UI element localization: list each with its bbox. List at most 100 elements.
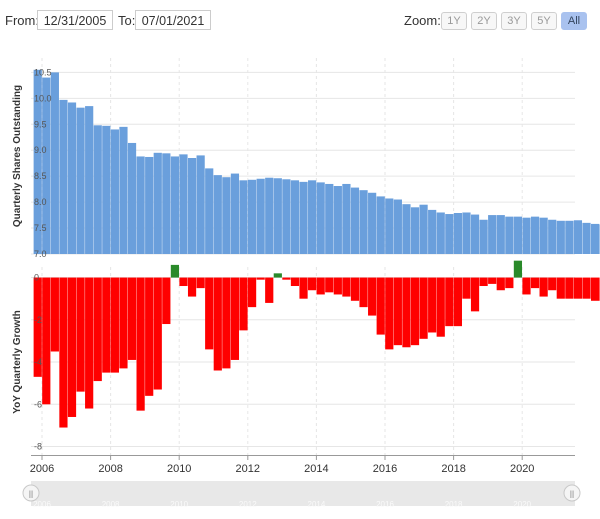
growth-bar: [170, 264, 180, 278]
shares-bar: [316, 182, 325, 254]
shares-bar: [230, 173, 240, 254]
growth-bar: [342, 277, 351, 297]
growth-bar: [247, 277, 257, 308]
shares-bar: [402, 204, 411, 254]
growth-bar: [239, 277, 248, 331]
shares-bar: [453, 213, 462, 254]
navigator-handle-knob: [563, 484, 581, 502]
shares-bar: [565, 220, 574, 254]
shares-bar: [33, 69, 42, 254]
growth-bar: [42, 277, 51, 405]
growth-bar: [93, 277, 102, 382]
shares-bar: [179, 154, 188, 254]
growth-y-tick-label: -4: [34, 357, 42, 367]
growth-bar: [530, 277, 540, 289]
growth-bar: [556, 277, 565, 299]
to-date-input[interactable]: 07/01/2021: [135, 10, 211, 30]
shares-bar: [162, 153, 171, 254]
shares-bar: [325, 183, 334, 254]
shares-y-tick-label: 10.0: [34, 93, 52, 103]
shares-bar: [93, 125, 102, 254]
x-tick-label: 2008: [98, 463, 122, 475]
growth-bar: [565, 277, 574, 299]
navigator[interactable]: 2006 2008 2010 2012 2014 2016 2018 2020 || ||: [22, 481, 581, 509]
growth-bars: [33, 260, 600, 428]
shares-bar: [187, 158, 197, 254]
shares-bar: [205, 168, 214, 254]
growth-bar: [256, 277, 265, 280]
shares-y-tick-label: 9.5: [34, 119, 47, 129]
from-date-input[interactable]: 12/31/2005: [37, 10, 113, 30]
growth-bar: [350, 277, 360, 301]
shares-bar: [350, 187, 360, 254]
growth-bar: [436, 277, 445, 337]
from-label: From:: [5, 13, 39, 28]
shares-y-axis-title: Quarterly Shares Outstanding: [12, 85, 23, 227]
shares-bar: [290, 180, 300, 254]
shares-bar: [462, 212, 471, 254]
grid: [31, 58, 575, 455]
growth-bar: [299, 277, 308, 299]
growth-bar: [453, 277, 462, 327]
toolbar: From: 12/31/2005 To: 07/01/2021 Zoom: 1Y…: [0, 0, 600, 38]
zoom-label: Zoom:: [404, 13, 441, 28]
shares-bar: [102, 125, 111, 254]
shares-bar: [247, 179, 257, 254]
shares-bar: [239, 180, 248, 254]
shares-bar: [522, 217, 531, 254]
navigator-handle-knob: [22, 484, 40, 502]
navigator-label: 2006: [33, 500, 51, 509]
shares-bar: [282, 179, 291, 254]
growth-bar: [102, 277, 111, 373]
shares-bar: [385, 198, 394, 254]
shares-bar: [582, 222, 591, 254]
shares-bar: [333, 186, 342, 254]
shares-bar: [376, 196, 385, 254]
shares-bar: [556, 220, 565, 254]
shares-bar: [153, 152, 162, 254]
zoom-3y-button[interactable]: 3Y: [501, 12, 527, 30]
growth-bar: [419, 277, 428, 339]
shares-bar: [76, 107, 85, 255]
growth-bar: [410, 277, 420, 346]
shares-y-tick-label: 8.5: [34, 171, 47, 181]
growth-bar: [479, 277, 488, 287]
zoom-2y-button[interactable]: 2Y: [471, 12, 497, 30]
shares-bar: [573, 220, 583, 254]
shares-bar: [119, 126, 128, 254]
growth-bar: [539, 277, 548, 297]
shares-bar: [590, 223, 600, 254]
navigator-label: 2020: [513, 500, 531, 509]
growth-bar: [385, 277, 394, 350]
navigator-label: 2016: [376, 500, 394, 509]
growth-y-tick-label: 0: [34, 273, 39, 283]
growth-bar: [393, 277, 402, 346]
shares-bar: [59, 99, 68, 255]
zoom-5y-button[interactable]: 5Y: [531, 12, 557, 30]
growth-y-tick-label: -6: [34, 399, 42, 409]
growth-bar: [50, 277, 59, 352]
growth-bar: [505, 277, 514, 289]
shares-bar: [548, 219, 557, 254]
shares-y-tick-label: 7.5: [34, 223, 47, 233]
shares-bar: [213, 175, 222, 254]
shares-y-tick-label: 9.0: [34, 145, 47, 155]
growth-bar: [488, 277, 497, 284]
growth-bar: [402, 277, 411, 348]
zoom-all-button[interactable]: All: [561, 12, 587, 30]
navigator-label: 2008: [102, 500, 120, 509]
growth-bar: [428, 277, 437, 333]
shares-bar: [196, 155, 205, 254]
zoom-1y-button[interactable]: 1Y: [441, 12, 467, 30]
navigator-left-handle[interactable]: ||: [22, 484, 40, 502]
navigator-right-handle[interactable]: ||: [563, 484, 581, 502]
shares-bar: [127, 142, 137, 254]
growth-bar: [316, 277, 325, 295]
growth-bar: [513, 260, 523, 278]
growth-bar: [127, 277, 137, 360]
growth-bar: [265, 277, 274, 303]
growth-bar: [145, 277, 154, 396]
navigator-label: 2012: [239, 500, 257, 509]
shares-bar: [256, 178, 265, 254]
shares-bar: [308, 180, 317, 254]
